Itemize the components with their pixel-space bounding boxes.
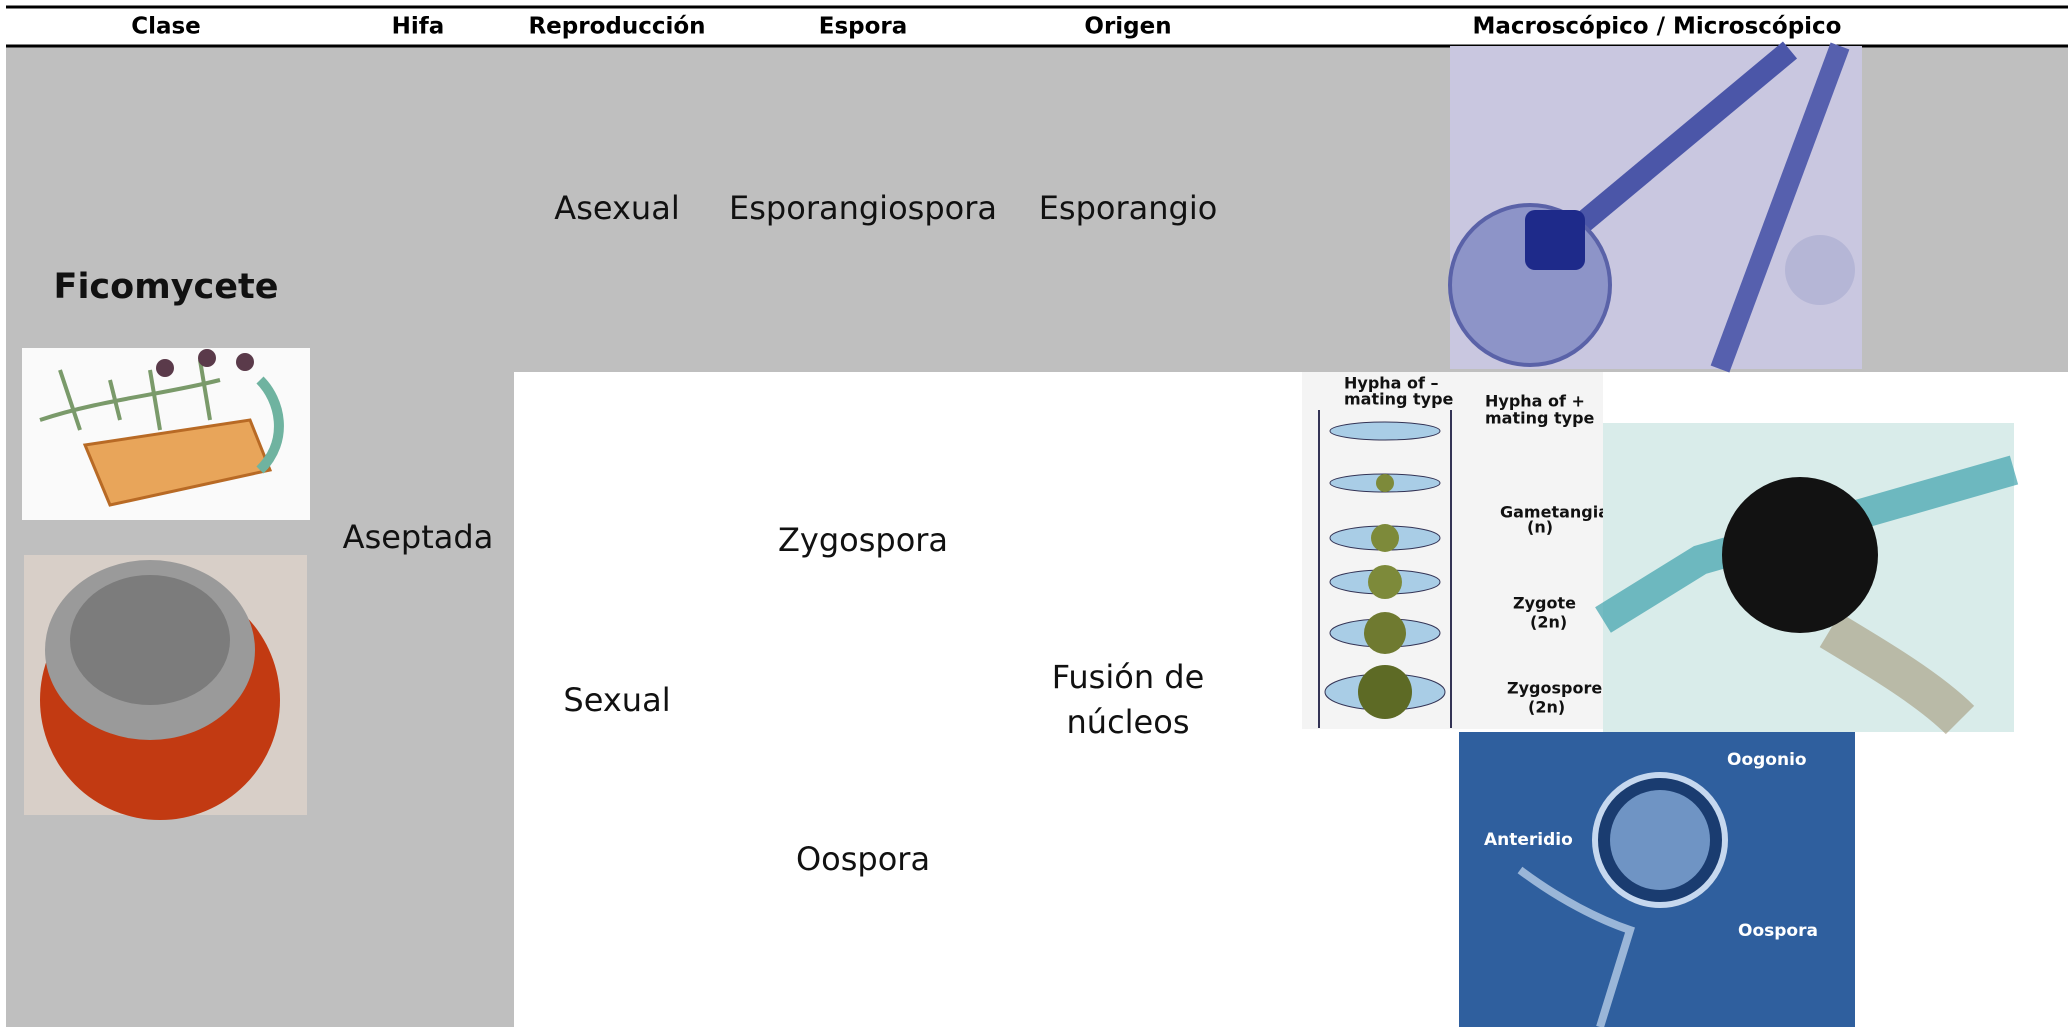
header-cell: Macroscópico / Microscópico xyxy=(1473,14,1842,40)
reproduction-cell: Asexual xyxy=(554,189,679,227)
diagram-label: Hypha of – xyxy=(1344,374,1439,393)
diagram-label: (2n) xyxy=(1530,613,1567,632)
header-cell: Reproducción xyxy=(528,14,705,40)
diagram-label: Zygote xyxy=(1513,594,1576,613)
diagram-label: mating type xyxy=(1485,409,1595,428)
micrograph-label: Oospora xyxy=(1738,921,1818,941)
diagram-label: (n) xyxy=(1527,518,1553,537)
bread-illustration xyxy=(22,348,310,520)
zygospore-diagram: Hypha of – mating type Hypha of + mating… xyxy=(1302,372,1609,729)
diagram-label: (2n) xyxy=(1528,698,1565,717)
sporangium-micrograph xyxy=(1448,41,1862,373)
spore-cell: Esporangiospora xyxy=(729,189,997,227)
oospore-micrograph: Oogonio Anteridio Oospora xyxy=(1459,732,1855,1027)
colony-photo xyxy=(24,555,307,820)
diagram-label: mating type xyxy=(1344,390,1454,409)
class-cell: Ficomycete xyxy=(54,267,279,307)
diagram-label: Hypha of + xyxy=(1485,392,1585,411)
hypha-cell: Aseptada xyxy=(343,518,494,556)
header-cell: Hifa xyxy=(392,14,445,40)
reproduction-cell: Sexual xyxy=(563,681,670,719)
origin-cell: Esporangio xyxy=(1039,189,1218,227)
diagram-label: Gametangia xyxy=(1500,503,1609,522)
header-cell: Origen xyxy=(1084,14,1171,40)
diagram-label: Zygospore xyxy=(1507,679,1602,698)
header-cell: Espora xyxy=(819,14,908,40)
spore-cell: Zygospora xyxy=(778,521,948,559)
origin-cell: Fusión de xyxy=(1052,658,1205,696)
micrograph-label: Anteridio xyxy=(1484,830,1573,850)
origin-cell: núcleos xyxy=(1067,703,1190,741)
zygospore-micrograph xyxy=(1595,423,2019,735)
spore-cell: Oospora xyxy=(796,840,930,878)
header-cell: Clase xyxy=(131,14,201,40)
micrograph-label: Oogonio xyxy=(1727,750,1807,770)
